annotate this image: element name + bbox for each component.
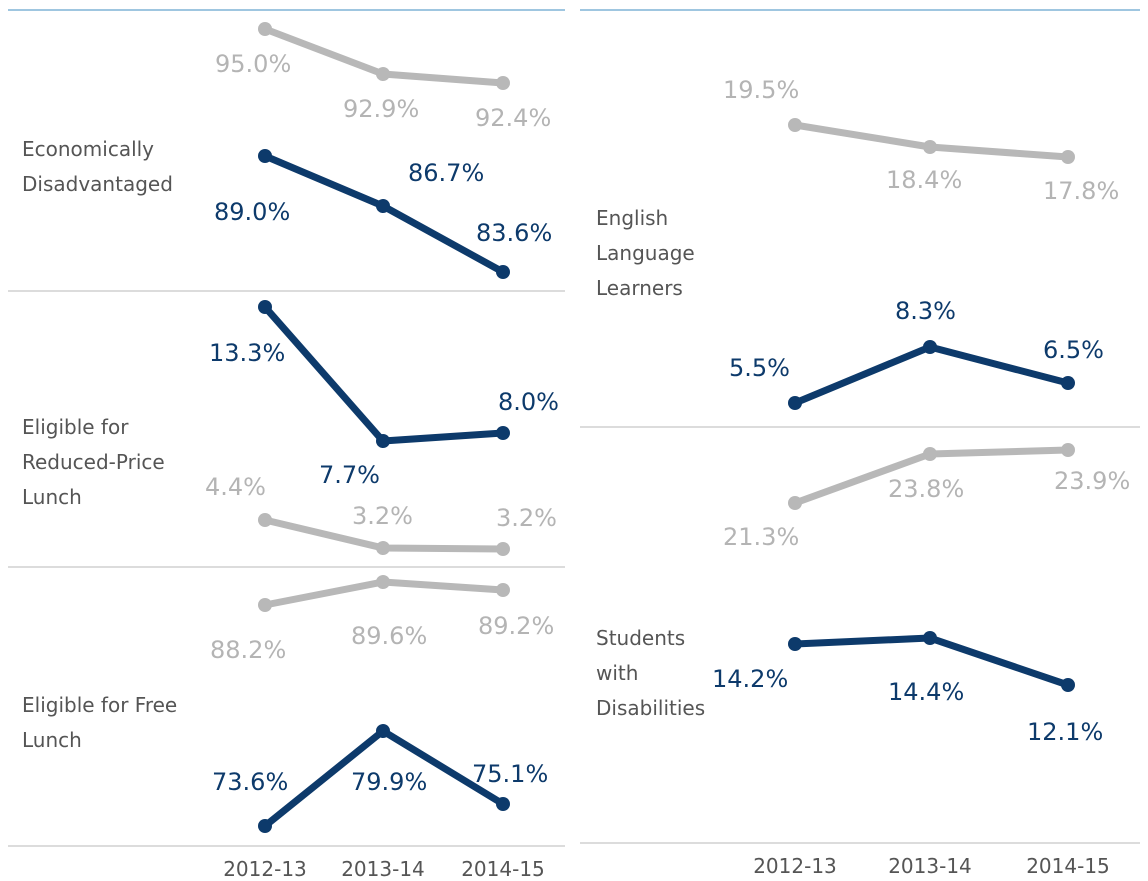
data-point-primary	[258, 149, 272, 163]
panel-title-line: Eligible for	[22, 415, 129, 439]
data-point-primary	[788, 396, 802, 410]
data-point-secondary	[496, 76, 510, 90]
data-point-primary	[496, 797, 510, 811]
data-label-primary: 13.3%	[209, 339, 285, 367]
data-label-primary: 79.9%	[351, 768, 427, 796]
data-label-primary: 14.4%	[888, 678, 964, 706]
data-point-primary	[1061, 678, 1075, 692]
data-label-secondary: 23.9%	[1054, 467, 1130, 495]
panel-title-2: Eligible for Reduced-Price Lunch	[22, 415, 165, 509]
data-label-secondary: 4.4%	[205, 473, 266, 501]
x-tick-label: 2013-14	[888, 854, 972, 878]
data-label-primary: 89.0%	[214, 198, 290, 226]
series-line-primary	[791, 343, 1072, 407]
panel-title-4: English Language Learners	[596, 206, 695, 300]
panel-title-line: with	[596, 661, 638, 685]
data-point-secondary	[258, 598, 272, 612]
data-point-secondary	[788, 496, 802, 510]
data-label-primary: 83.6%	[476, 219, 552, 247]
data-point-primary	[923, 631, 937, 645]
panel-title-3: Eligible for Free Lunch	[22, 693, 177, 752]
data-label-primary: 86.7%	[408, 159, 484, 187]
panel-title-1: Economically Disadvantaged	[22, 137, 173, 196]
data-point-primary	[376, 199, 390, 213]
data-label-secondary: 18.4%	[886, 166, 962, 194]
x-tick-label: 2013-14	[341, 857, 425, 881]
panel-title-5: Students with Disabilities	[596, 626, 705, 720]
data-point-primary	[376, 724, 390, 738]
data-point-primary	[496, 426, 510, 440]
data-point-secondary	[923, 140, 937, 154]
data-point-secondary	[258, 513, 272, 527]
panel-title-line: Students	[596, 626, 685, 650]
x-tick-label: 2012-13	[223, 857, 307, 881]
panel-title-line: Disadvantaged	[22, 172, 173, 196]
data-label-primary: 7.7%	[319, 461, 380, 489]
data-point-secondary	[1061, 443, 1075, 457]
data-point-secondary	[258, 22, 272, 36]
data-label-secondary: 3.2%	[496, 504, 557, 532]
data-label-secondary: 23.8%	[888, 475, 964, 503]
panel-title-line: Disabilities	[596, 696, 705, 720]
panel-title-line: Language	[596, 241, 695, 265]
x-tick-label: 2014-15	[1026, 854, 1110, 878]
data-point-primary	[258, 819, 272, 833]
data-point-secondary	[496, 542, 510, 556]
data-label-primary: 8.0%	[498, 388, 559, 416]
data-label-primary: 14.2%	[712, 665, 788, 693]
data-label-primary: 6.5%	[1043, 336, 1104, 364]
data-label-primary: 75.1%	[472, 760, 548, 788]
data-label-primary: 73.6%	[212, 768, 288, 796]
data-point-secondary	[496, 583, 510, 597]
data-point-primary	[258, 300, 272, 314]
data-label-secondary: 92.9%	[343, 95, 419, 123]
data-label-secondary: 19.5%	[723, 76, 799, 104]
data-point-secondary	[1061, 150, 1075, 164]
data-label-primary: 8.3%	[895, 297, 956, 325]
data-point-primary	[1061, 376, 1075, 390]
data-point-primary	[496, 265, 510, 279]
data-point-primary	[923, 340, 937, 354]
data-label-secondary: 21.3%	[723, 523, 799, 551]
data-label-secondary: 88.2%	[210, 636, 286, 664]
x-tick-label: 2014-15	[461, 857, 545, 881]
data-point-secondary	[788, 118, 802, 132]
panel-title-line: Lunch	[22, 728, 82, 752]
panel-title-line: Lunch	[22, 485, 82, 509]
data-point-secondary	[923, 447, 937, 461]
data-label-secondary: 3.2%	[352, 502, 413, 530]
data-point-primary	[788, 637, 802, 651]
panel-title-line: English	[596, 206, 668, 230]
panel-title-line: Reduced-Price	[22, 450, 165, 474]
x-tick-label: 2012-13	[753, 854, 837, 878]
data-point-secondary	[376, 575, 390, 589]
data-label-primary: 5.5%	[729, 354, 790, 382]
series-line-primary	[261, 303, 507, 445]
data-point-secondary	[376, 67, 390, 81]
panel-title-line: Learners	[596, 276, 683, 300]
data-label-secondary: 95.0%	[215, 50, 291, 78]
data-point-secondary	[376, 541, 390, 555]
data-label-primary: 12.1%	[1027, 718, 1103, 746]
data-label-secondary: 89.2%	[478, 612, 554, 640]
data-label-secondary: 17.8%	[1043, 177, 1119, 205]
data-point-primary	[376, 434, 390, 448]
panel-title-line: Eligible for Free	[22, 693, 177, 717]
data-label-secondary: 89.6%	[351, 622, 427, 650]
panel-title-line: Economically	[22, 137, 154, 161]
data-label-secondary: 92.4%	[475, 104, 551, 132]
